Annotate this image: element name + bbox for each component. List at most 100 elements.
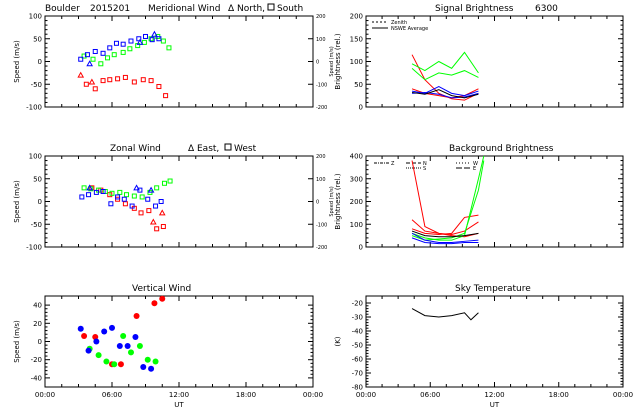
zonal-y-tick-label: 0 <box>38 198 42 206</box>
vertical-data-point <box>93 338 100 345</box>
meridional-data-point <box>148 78 154 84</box>
background-legend-label: Z <box>391 161 395 167</box>
meridional-data-point <box>149 37 155 43</box>
zonal-data-point <box>121 196 127 202</box>
meridional-data-point <box>143 33 148 39</box>
signal-y-axis-label: Brightness (rel.) <box>334 33 342 89</box>
signal-wavelength: 6300 <box>535 4 558 14</box>
meridional-data-point <box>136 36 142 42</box>
meridional-data-point <box>163 93 169 99</box>
background-y-tick-label: 100 <box>350 221 363 229</box>
sky-x-tick-label: 06:00 <box>420 391 440 399</box>
vertical-x-tick-label: 18:00 <box>236 391 256 399</box>
meridional-data-point <box>100 50 106 56</box>
meridional-data-point <box>98 61 104 67</box>
zonal-data-point <box>167 178 173 184</box>
zonal-data-point <box>158 199 164 204</box>
sky-y-tick-label: -80 <box>352 384 363 392</box>
zonal-data-point <box>154 185 160 191</box>
sky-y-tick-label: -40 <box>352 328 363 336</box>
meridional-data-point <box>122 74 128 80</box>
background-panel: 0 100 200 300 400 Brightness (rel.) Z NS WE <box>334 153 624 252</box>
meridional-data-point <box>128 38 134 44</box>
vertical-y-tick-label: -20 <box>31 356 42 364</box>
zonal-data-point <box>117 189 123 195</box>
zonal-right-y-tick-label: 200 <box>316 154 326 160</box>
sky-x-tick-label: 18:00 <box>549 391 569 399</box>
vertical-data-point <box>95 352 102 359</box>
zonal-data-point <box>161 180 167 186</box>
vertical-data-point <box>144 356 151 363</box>
vertical-data-point <box>111 361 118 368</box>
background-series-line <box>411 237 479 245</box>
zonal-right-y-tick-label: 100 <box>316 177 326 183</box>
sky-y-tick-label: -30 <box>352 314 363 322</box>
vertical-x-tick-label: 12:00 <box>169 391 189 399</box>
meridional-data-point <box>81 53 87 59</box>
sky-y-tick-label: -60 <box>352 356 363 364</box>
zonal-data-point <box>139 194 145 200</box>
meridional-data-point <box>127 46 133 52</box>
zonal-data-point <box>133 184 140 191</box>
vertical-data-point <box>151 300 158 307</box>
sky-y-axis-label: (K) <box>334 336 342 346</box>
meridional-y-axis-label: Speed (m/s) <box>13 40 21 83</box>
vertical-data-point <box>120 333 127 340</box>
background-series-line <box>411 160 479 238</box>
meridional-y-tick-label: -50 <box>31 81 42 89</box>
meridional-right-y-tick-label: -100 <box>316 82 327 88</box>
vertical-data-point <box>77 325 84 332</box>
vertical-panel: 00:00 06:00 12:00 18:00 00:00 UT -40 -20 0 20 40 Sp… <box>13 295 323 409</box>
vertical-data-point <box>159 295 166 302</box>
vertical-x-tick-label: 00:00 <box>303 391 323 399</box>
meridional-data-point <box>100 78 106 84</box>
background-y-tick-label: 200 <box>350 198 363 206</box>
vertical-data-point <box>133 313 140 320</box>
zonal-data-point <box>147 186 155 193</box>
meridional-data-point <box>86 60 94 67</box>
signal-y-tick-label: 200 <box>350 13 363 21</box>
vertical-y-tick-label: 20 <box>33 320 42 328</box>
signal-series-line <box>411 67 479 81</box>
header-site: Boulder <box>45 4 80 14</box>
zonal-title: Zonal Wind <box>110 144 161 154</box>
zonal-data-point <box>86 192 92 198</box>
vertical-data-point <box>132 333 139 340</box>
signal-legend-label: Zenith <box>391 20 407 26</box>
meridional-data-point <box>120 49 126 55</box>
vertical-data-point <box>152 358 159 365</box>
sky-y-tick-label: -70 <box>352 370 363 378</box>
meridional-y-tick-label: 50 <box>33 35 42 43</box>
sky-title: Sky Temperature <box>455 284 531 294</box>
vertical-y-tick-label: -40 <box>31 374 42 382</box>
sky-plot-frame <box>365 295 624 388</box>
zonal-east-label: East, <box>197 144 219 154</box>
meridional-right-y-tick-label: 0 <box>316 60 319 66</box>
signal-panel: 0 50 100 150 200 Brightness (rel.) ZenithNSWE … <box>334 13 624 112</box>
meridional-data-point <box>90 56 96 62</box>
meridional-right-y-tick-label: 100 <box>316 37 326 43</box>
background-y-tick-label: 300 <box>350 175 363 183</box>
meridional-data-point <box>107 45 113 51</box>
signal-legend-label: NSWE Average <box>391 26 428 32</box>
vertical-data-point <box>124 343 131 350</box>
vertical-y-axis-label: Speed (m/s) <box>13 320 21 363</box>
background-y-axis-label: Brightness (rel.) <box>334 173 342 229</box>
meridional-data-point <box>120 41 126 47</box>
meridional-data-point <box>84 52 90 58</box>
meridional-data-point <box>131 79 137 85</box>
signal-y-tick-label: 100 <box>350 58 363 66</box>
zonal-data-point <box>93 189 99 195</box>
sky-y-tick-label: -20 <box>352 300 363 308</box>
vertical-data-point <box>117 361 124 368</box>
signal-y-tick-label: 150 <box>350 35 363 43</box>
vertical-y-tick-label: 0 <box>38 338 42 346</box>
vertical-x-tick-label: 00:00 <box>35 391 55 399</box>
background-legend-label: W <box>473 161 478 167</box>
background-plot-frame <box>365 155 624 248</box>
sky-x-axis-label: UT <box>490 401 500 409</box>
vertical-title: Vertical Wind <box>132 284 191 294</box>
